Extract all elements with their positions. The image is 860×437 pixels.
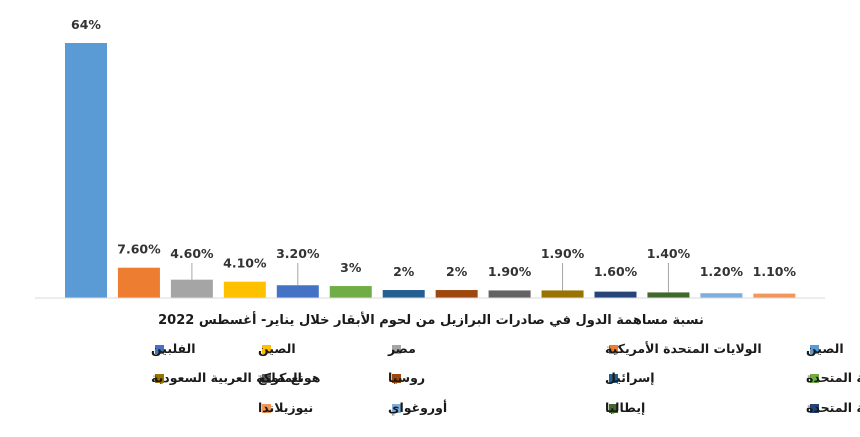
legend-item-7: إسرائيل	[605, 370, 655, 385]
legend-swatch-14	[262, 404, 271, 413]
legend-swatch-2	[609, 345, 618, 354]
legend-label-8: روسيا	[388, 370, 425, 385]
data-label-7: 2%	[393, 264, 415, 279]
legend-swatch-11	[810, 404, 819, 413]
data-labels: 64% 7.60% 4.60% 4.10% 3.20% 3% 2% 2% 1.90% 1.90% 1…	[71, 17, 796, 279]
legend-label-7: إسرائيل	[605, 370, 655, 385]
leader-lines	[191, 263, 669, 293]
data-label-8: 2%	[446, 264, 468, 279]
legend-label-6: الإمارات العربية المتحدة	[806, 370, 860, 385]
legend-item-12: إيطاليا	[605, 400, 645, 415]
legend-label-11: المملكة المتحدة	[806, 400, 860, 415]
legend-swatch-3	[392, 345, 401, 354]
bar-7	[382, 290, 425, 298]
legend-swatch-13	[392, 404, 401, 413]
bar-14	[753, 293, 796, 298]
data-label-9: 1.90%	[488, 264, 532, 279]
legend-item-9: هونغ كونغ	[258, 370, 320, 385]
legend-swatch-9	[262, 374, 271, 383]
legend-item-13: أوروغواي	[388, 399, 447, 415]
data-label-1: 64%	[71, 17, 101, 32]
legend-swatch-4	[262, 345, 271, 354]
legend-swatch-8	[392, 374, 401, 383]
bar-3	[170, 279, 213, 298]
data-label-13: 1.20%	[700, 264, 744, 279]
legend-item-11: المملكة المتحدة	[806, 400, 860, 415]
data-label-2: 7.60%	[117, 242, 161, 257]
legend-label-10: المملكة العربية السعودية	[151, 370, 302, 385]
bar-6	[329, 286, 372, 298]
legend: الصين الولايات المتحدة الأمريكية مصر الصين ا…	[151, 341, 860, 415]
legend-label-4: الصين	[258, 341, 296, 356]
bar-13	[700, 293, 743, 298]
legend-swatch-10	[155, 374, 164, 383]
legend-item-8: روسيا	[388, 370, 425, 385]
legend-label-13: أوروغواي	[388, 399, 447, 415]
data-label-11: 1.60%	[594, 264, 638, 279]
legend-item-3: مصر	[387, 341, 416, 356]
legend-label-5: الفلبين	[151, 341, 196, 356]
legend-item-14: نيوزيلاندا	[258, 400, 313, 415]
legend-item-6: الإمارات العربية المتحدة	[806, 370, 860, 385]
bar-1	[65, 43, 107, 298]
data-label-10: 1.90%	[541, 246, 585, 261]
legend-label-14: نيوزيلاندا	[258, 400, 313, 415]
bar-12	[647, 292, 690, 298]
legend-item-4: الصين	[258, 341, 296, 356]
bar-5	[276, 285, 319, 298]
legend-swatch-5	[155, 345, 164, 354]
legend-item-10: المملكة العربية السعودية	[151, 370, 302, 385]
legend-label-12: إيطاليا	[605, 400, 645, 415]
legend-label-1: الصين	[806, 341, 844, 356]
legend-label-2: الولايات المتحدة الأمريكية	[605, 341, 762, 356]
legend-swatch-6	[810, 374, 819, 383]
legend-swatch-1	[810, 345, 819, 354]
bar-2	[117, 267, 160, 298]
bar-10	[541, 290, 584, 298]
legend-swatch-7	[609, 374, 618, 383]
chart-title: نسبة مساهمة الدول في صادرات البرازيل من …	[158, 311, 704, 328]
data-label-12: 1.40%	[647, 246, 691, 261]
bar-11	[594, 291, 637, 298]
data-label-5: 3.20%	[276, 246, 320, 261]
legend-label-9: هونغ كونغ	[258, 370, 320, 385]
data-label-3: 4.60%	[170, 246, 214, 261]
bar-8	[435, 290, 478, 298]
data-label-14: 1.10%	[753, 264, 797, 279]
data-label-4: 4.10%	[223, 256, 267, 271]
bar-4	[223, 281, 266, 298]
bars	[65, 43, 796, 298]
legend-item-2: الولايات المتحدة الأمريكية	[605, 341, 762, 356]
legend-swatch-12	[609, 404, 618, 413]
legend-label-3: مصر	[387, 341, 416, 356]
bar-9	[488, 290, 531, 298]
legend-item-5: الفلبين	[151, 341, 196, 356]
legend-item-1: الصين	[806, 341, 844, 356]
data-label-6: 3%	[340, 260, 362, 275]
